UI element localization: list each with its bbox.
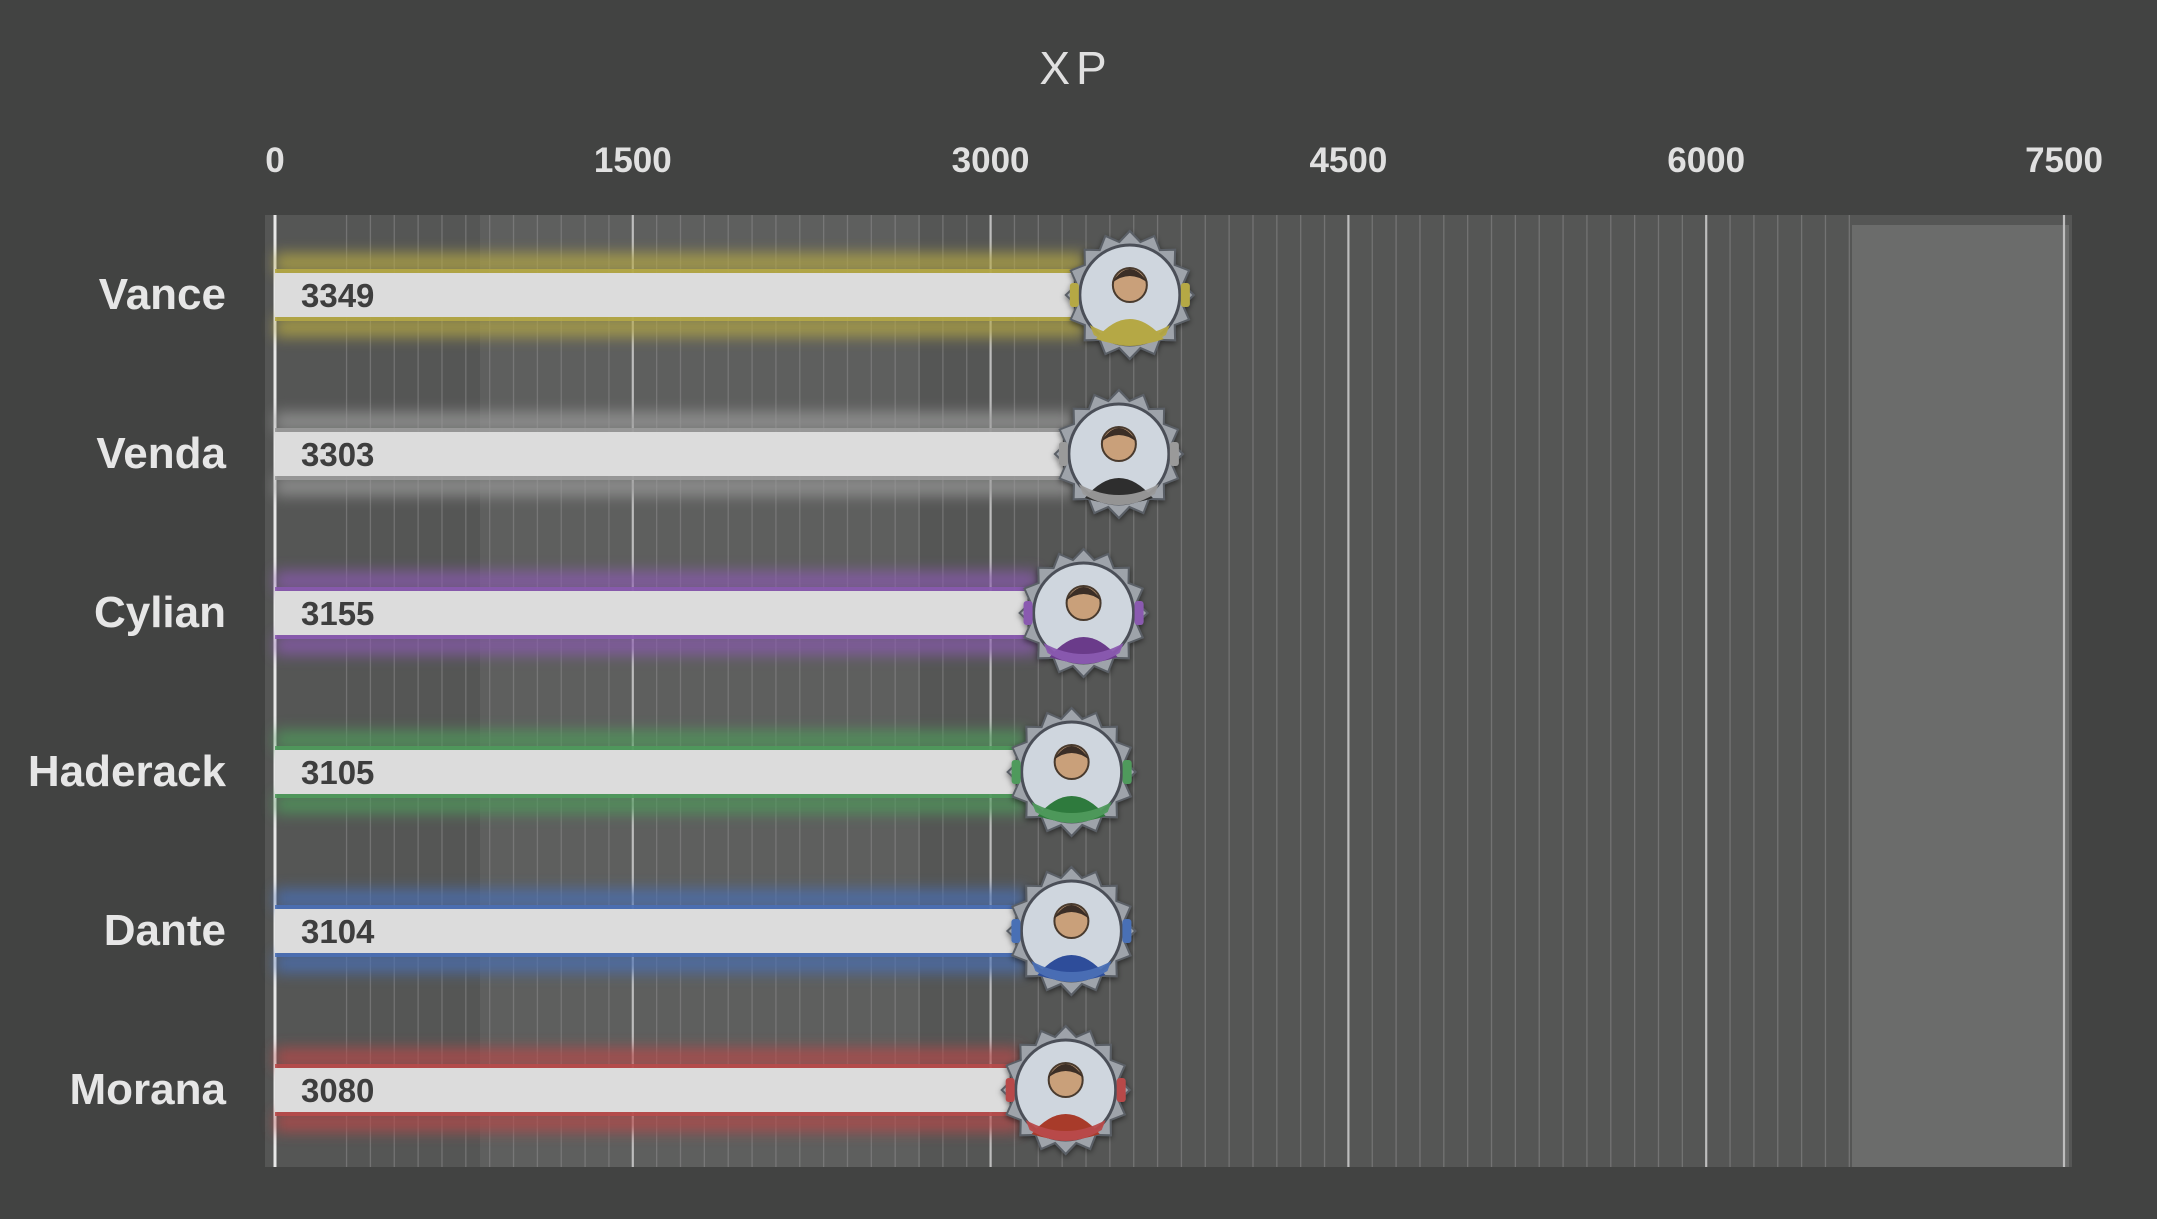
value-label: 3155 (301, 595, 374, 632)
bar-morana (275, 1068, 1010, 1112)
ring-accent (1069, 283, 1079, 307)
value-label: 3080 (301, 1072, 374, 1109)
value-label: 3105 (301, 754, 374, 791)
character-hair (1111, 269, 1148, 283)
character-scarf (1031, 802, 1112, 823)
bar-edge (275, 905, 1016, 911)
character-hair (1047, 1064, 1084, 1078)
ring-accent (1122, 760, 1132, 784)
ring-accent (1011, 760, 1021, 784)
bar-dante (275, 909, 1016, 953)
bar-haderack (275, 750, 1016, 794)
ring-accent (1169, 442, 1179, 466)
bar-edge (275, 269, 1074, 275)
bar-edge (275, 951, 1016, 957)
bar-edge (275, 587, 1028, 593)
x-tick-label: 4500 (1309, 141, 1387, 180)
x-tick-label: 6000 (1667, 141, 1745, 180)
bar-venda (275, 432, 1063, 476)
bar-glow (275, 953, 1026, 973)
ring-accent (1011, 919, 1021, 943)
character-hair (1053, 746, 1090, 760)
character-scarf (1031, 961, 1112, 982)
ring-accent (1122, 919, 1132, 943)
bar-glow (275, 253, 1084, 273)
bar-glow (275, 476, 1073, 496)
ring-accent (1134, 601, 1144, 625)
character-scarf (1089, 325, 1170, 346)
character-portrait-icon (1000, 1024, 1132, 1156)
bar-glow (275, 635, 1038, 655)
bar-edge (275, 428, 1063, 434)
value-label: 3303 (301, 436, 374, 473)
value-label: 3104 (301, 913, 375, 950)
character-scarf (1043, 643, 1124, 664)
bar-glow (275, 571, 1038, 591)
bar-edge (275, 315, 1074, 321)
x-tick-label: 3000 (952, 141, 1030, 180)
character-hair (1065, 587, 1102, 601)
category-label: Venda (96, 429, 226, 478)
plot-band (480, 215, 920, 1167)
character-portrait-icon (1005, 865, 1137, 997)
x-tick-label: 1500 (594, 141, 672, 180)
category-label: Morana (70, 1065, 227, 1114)
character-hair (1100, 428, 1137, 442)
category-label: Haderack (28, 747, 227, 796)
character-scarf (1025, 1120, 1106, 1141)
bar-edge (275, 1064, 1010, 1070)
category-label: Cylian (94, 588, 226, 637)
ring-accent (1058, 442, 1068, 466)
bar-edge (275, 633, 1028, 639)
bar-edge (275, 1110, 1010, 1116)
x-tick-label: 0 (265, 141, 284, 180)
bar-glow (275, 412, 1073, 432)
plot-band (1852, 225, 2069, 1167)
character-scarf (1078, 484, 1159, 505)
bar-cylian (275, 591, 1028, 635)
category-label: Dante (104, 906, 226, 955)
character-hair (1053, 905, 1090, 919)
bar-edge (275, 746, 1016, 752)
ring-accent (1005, 1078, 1015, 1102)
character-portrait-icon (1018, 547, 1150, 679)
bar-glow (275, 730, 1026, 750)
bar-glow (275, 1048, 1020, 1068)
category-label: Vance (99, 270, 226, 319)
bar-glow (275, 1112, 1020, 1132)
character-portrait-icon (1064, 229, 1196, 361)
character-portrait-icon (1006, 706, 1138, 838)
value-label: 3349 (301, 277, 374, 314)
ring-accent (1180, 283, 1190, 307)
ring-accent (1116, 1078, 1126, 1102)
bar-edge (275, 474, 1063, 480)
bar-glow (275, 317, 1084, 337)
character-portrait-icon (1053, 388, 1185, 520)
x-tick-label: 7500 (2025, 141, 2103, 180)
chart-title: XP (1039, 42, 1112, 94)
bar-glow (275, 794, 1026, 814)
bar-vance (275, 273, 1074, 317)
ring-accent (1023, 601, 1033, 625)
bar-edge (275, 792, 1016, 798)
bar-glow (275, 889, 1026, 909)
